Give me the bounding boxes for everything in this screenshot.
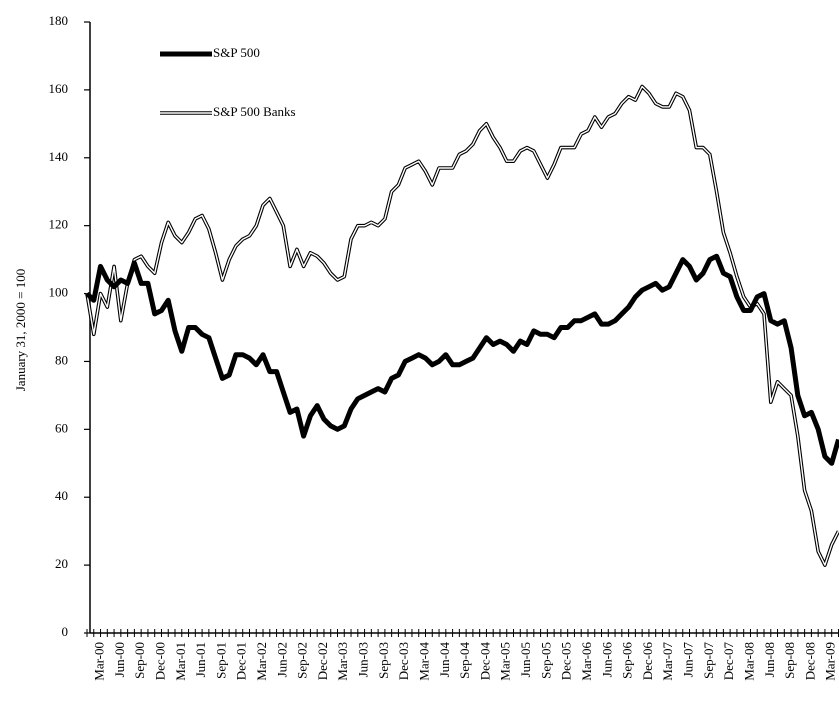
x-tick-label: Dec-03 — [396, 642, 411, 680]
series-line — [85, 84, 839, 567]
x-tick-label: Sep-06 — [620, 642, 635, 679]
x-tick-label: Jun-01 — [193, 642, 208, 677]
x-tick-label: Jun-00 — [112, 642, 127, 677]
x-tick-label: Mar-07 — [660, 642, 675, 681]
y-tick-label: 60 — [55, 420, 68, 435]
x-tick-label: Mar-01 — [173, 642, 188, 681]
y-tick-label: 120 — [49, 217, 69, 232]
x-tick-label: Mar-06 — [579, 642, 594, 681]
legend-label: S&P 500 Banks — [213, 104, 296, 119]
x-tick-label: Jun-04 — [437, 642, 452, 678]
x-tick-label: Mar-03 — [335, 642, 350, 681]
y-axis-label: January 31, 2000 = 100 — [13, 269, 28, 392]
y-tick-label: 160 — [49, 81, 69, 96]
x-tick-label: Jun-05 — [518, 642, 533, 677]
x-tick-label: Sep-07 — [701, 642, 716, 679]
y-tick-label: 20 — [55, 556, 68, 571]
y-tick-label: 100 — [49, 285, 69, 300]
legend-label: S&P 500 — [213, 45, 260, 60]
x-tick-label: Mar-04 — [416, 642, 431, 681]
x-tick-label: Dec-04 — [477, 642, 492, 681]
x-tick-label: Sep-01 — [213, 642, 228, 679]
series-line-inner — [86, 85, 839, 566]
x-tick-label: Dec-08 — [802, 642, 817, 680]
x-tick-label: Mar-08 — [741, 642, 756, 681]
x-tick-label: Dec-02 — [315, 642, 330, 680]
x-tick-label: Mar-00 — [92, 642, 107, 681]
x-tick-label: Mar-05 — [498, 642, 513, 681]
x-tick-label: Jun-08 — [762, 642, 777, 677]
x-tick-label: Dec-07 — [721, 642, 736, 681]
y-tick-label: 40 — [55, 488, 68, 503]
x-tick-label: Jun-06 — [599, 642, 614, 678]
x-tick-label: Mar-09 — [823, 642, 838, 681]
y-tick-label: 0 — [62, 624, 69, 639]
x-tick-label: Sep-02 — [295, 642, 310, 679]
x-tick-label: Mar-02 — [254, 642, 269, 681]
x-tick-label: Dec-00 — [152, 642, 167, 680]
x-tick-label: Jun-02 — [274, 642, 289, 677]
series-line — [85, 253, 839, 466]
y-tick-label: 80 — [55, 352, 68, 367]
x-tick-label: Dec-01 — [234, 642, 249, 680]
x-tick-label: Jun-03 — [356, 642, 371, 677]
x-tick-label: Sep-08 — [782, 642, 797, 679]
x-tick-label: Sep-03 — [376, 642, 391, 679]
y-tick-label: 140 — [49, 149, 69, 164]
y-tick-label: 180 — [49, 13, 69, 28]
x-tick-label: Dec-05 — [559, 642, 574, 680]
x-tick-label: Dec-06 — [640, 642, 655, 681]
x-tick-label: Sep-05 — [538, 642, 553, 679]
x-tick-label: Sep-04 — [457, 642, 472, 679]
x-tick-label: Sep-00 — [132, 642, 147, 679]
x-tick-label: Jun-07 — [681, 642, 696, 678]
